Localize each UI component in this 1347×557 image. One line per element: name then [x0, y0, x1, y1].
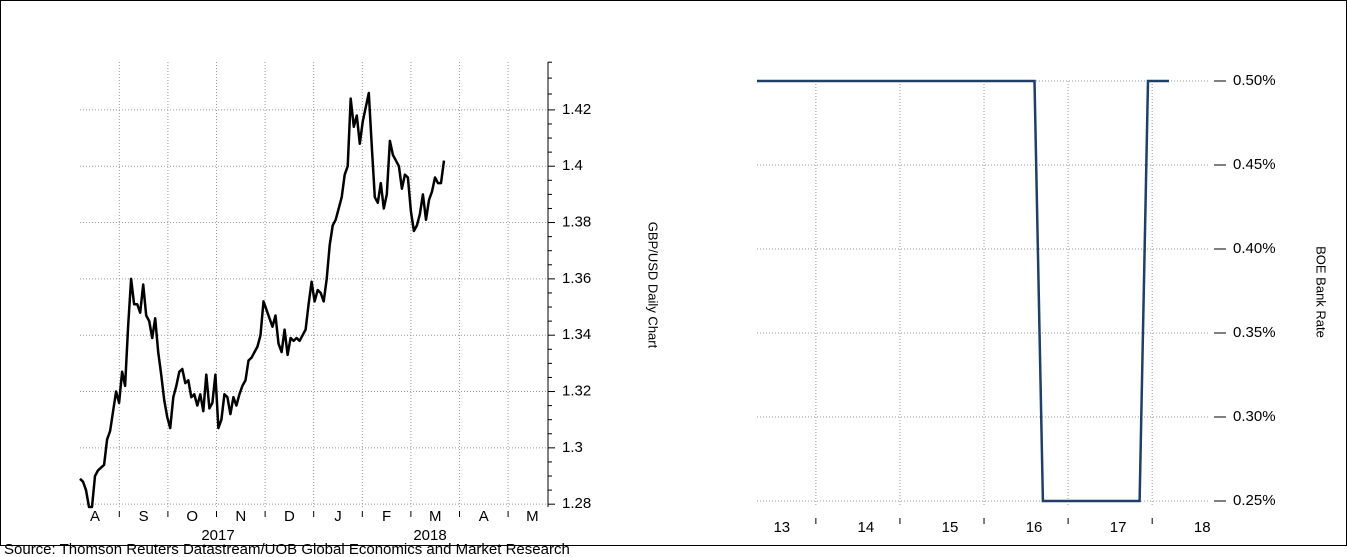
x-tick-label: A: [90, 508, 100, 525]
y-tick-label: 1.36: [562, 270, 591, 287]
series-line: [757, 79, 1169, 503]
year-label: 2017: [201, 527, 234, 544]
source-note: Source: Thomson Reuters Datastream/UOB G…: [4, 541, 570, 557]
x-tick-label: O: [186, 508, 198, 525]
x-tick-label: 15: [942, 519, 959, 536]
y-axis-title: GBP/USD Daily Chart: [646, 222, 661, 349]
y-tick-label: 0.35%: [1233, 324, 1276, 341]
x-tick-label: 13: [773, 519, 790, 536]
y-tick-label: 0.50%: [1233, 72, 1276, 89]
x-tick-label: F: [382, 508, 391, 525]
y-tick-label: 1.34: [562, 326, 591, 343]
y-tick-label: 1.42: [562, 101, 591, 118]
y-tick-label: 0.45%: [1233, 156, 1276, 173]
x-tick-label: 14: [858, 519, 875, 536]
y-tick-label: 0.25%: [1233, 492, 1276, 509]
x-tick-label: S: [139, 508, 149, 525]
x-tick-label: A: [479, 508, 489, 525]
x-tick-label: 17: [1110, 519, 1127, 536]
x-tick-label: 18: [1194, 519, 1211, 536]
y-tick-label: 0.40%: [1233, 240, 1276, 257]
x-tick-label: M: [429, 508, 442, 525]
y-tick-label: 1.3: [562, 439, 583, 456]
x-tick-label: 16: [1026, 519, 1043, 536]
x-tick-label: J: [334, 508, 342, 525]
x-tick-label: D: [284, 508, 295, 525]
x-tick-label: N: [235, 508, 246, 525]
y-tick-label: 0.30%: [1233, 408, 1276, 425]
y-tick-label: 1.32: [562, 382, 591, 399]
x-tick-label: M: [526, 508, 539, 525]
y-tick-label: 1.4: [562, 157, 583, 174]
y-tick-label: 1.38: [562, 214, 591, 231]
year-label: 2018: [413, 527, 446, 544]
y-axis-title: BOE Bank Rate: [1314, 246, 1329, 338]
y-tick-label: 1.28: [562, 495, 591, 512]
series-line: [79, 91, 446, 509]
